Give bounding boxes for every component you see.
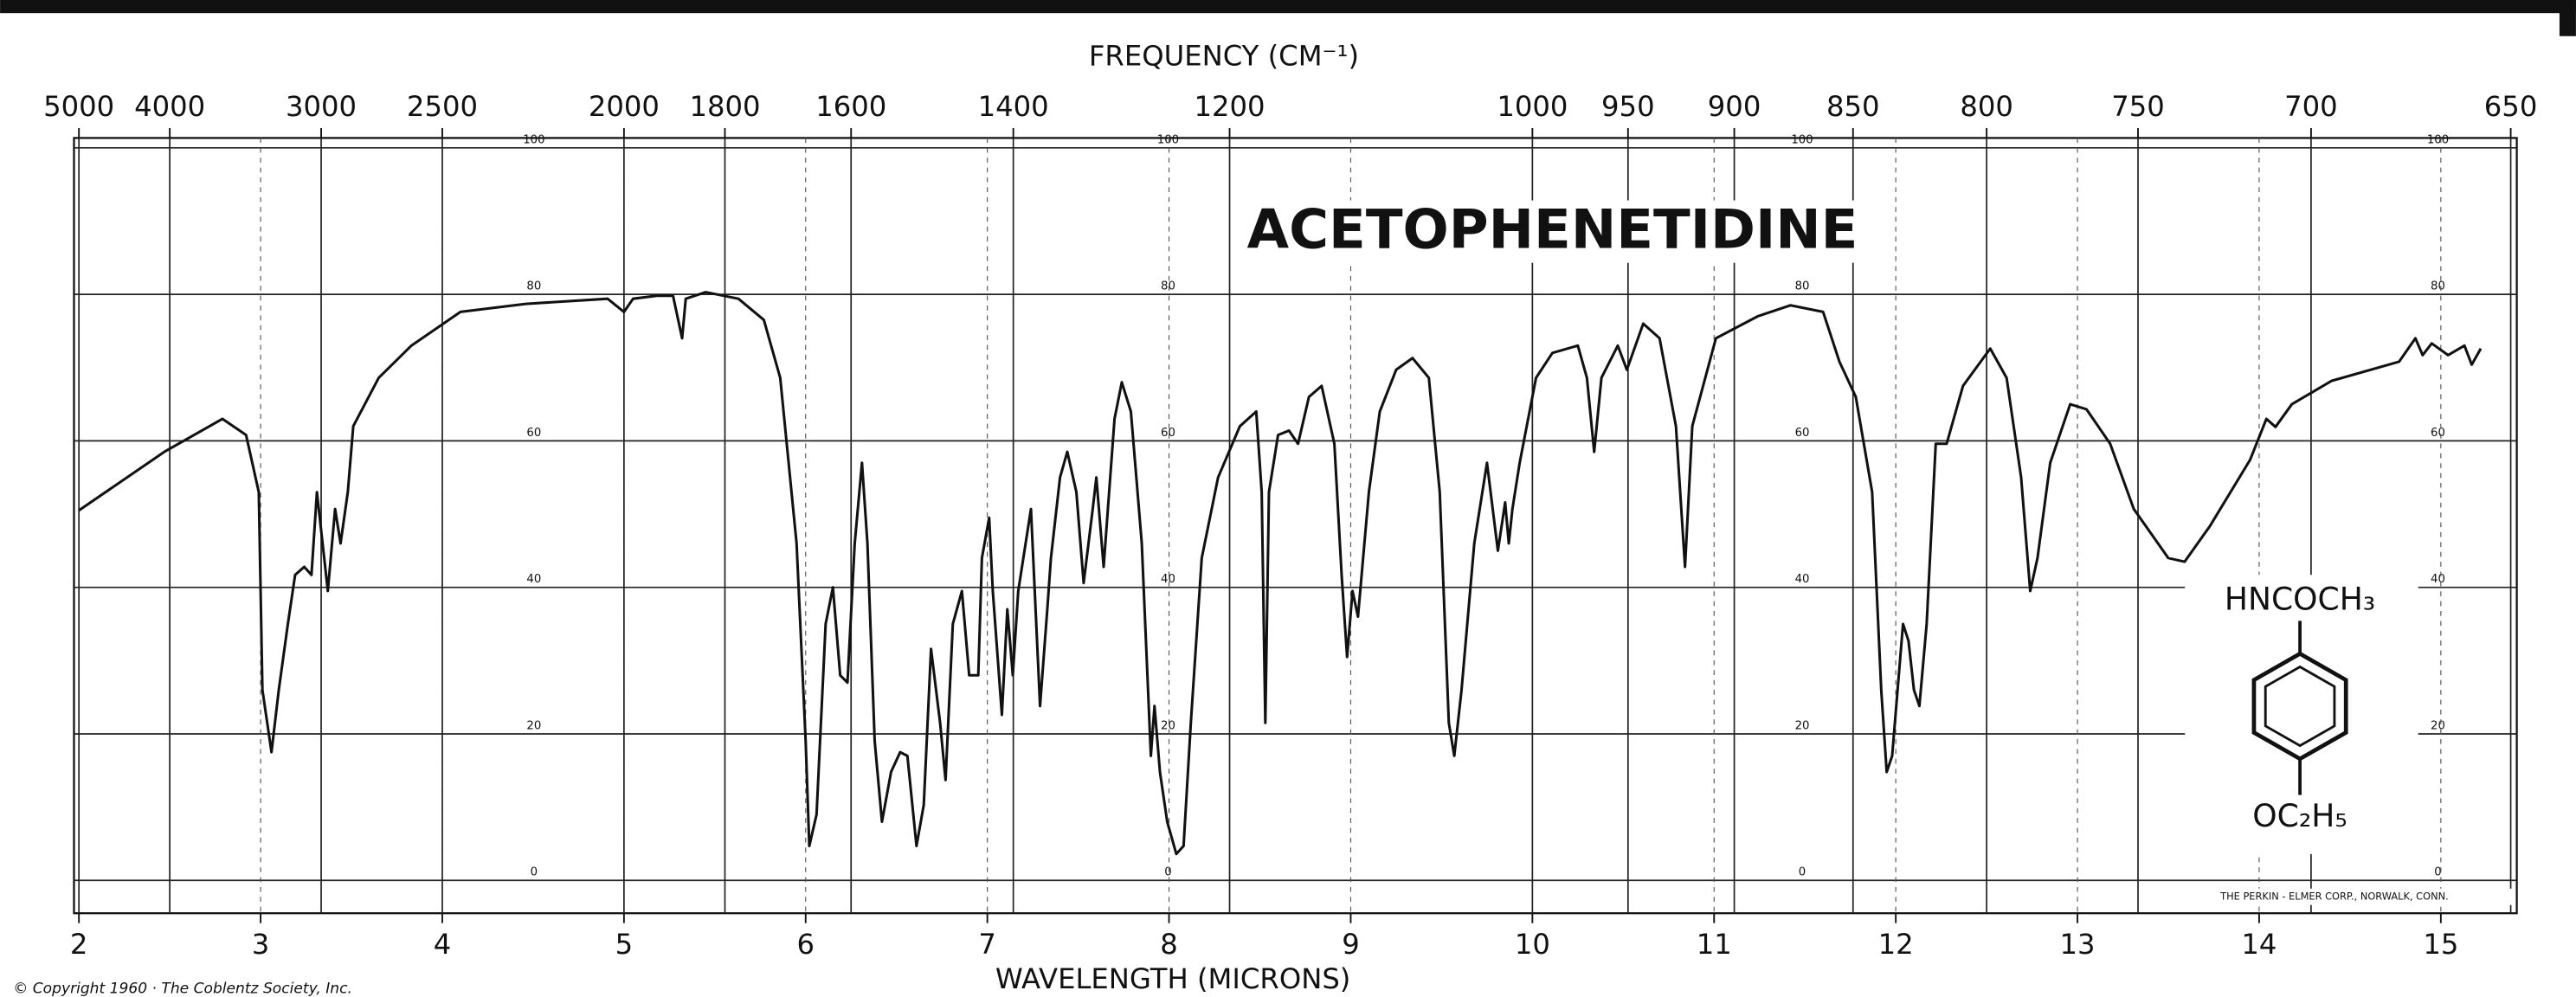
x-tick-label: 11 [1697, 928, 1732, 961]
y-tick-label: 20 [526, 719, 541, 732]
y-tick-label: 20 [2431, 719, 2445, 732]
x-tick-label: 14 [2241, 928, 2277, 961]
x-tick-label: 10 [1515, 928, 1550, 961]
y-tick-label: 20 [1161, 719, 1175, 732]
x2-tick-label: 3000 [286, 90, 357, 123]
x2-tick-label: 1000 [1497, 90, 1568, 123]
spectrum-line [78, 291, 2483, 856]
y-tick-label: 60 [526, 427, 541, 440]
x2-tick-label: 1200 [1194, 90, 1265, 123]
copyright: © Copyright 1960 · The Coblentz Society,… [13, 981, 352, 997]
y-tick-label: 0 [531, 866, 538, 879]
x2-tick-label: 900 [1708, 90, 1761, 123]
y-tick-label: 0 [1799, 866, 1806, 879]
credit: THE PERKIN - ELMER CORP., NORWALK, CONN. [2219, 891, 2449, 903]
x-tick-label: 12 [1878, 928, 1914, 961]
y-tick-label: 40 [2431, 573, 2445, 586]
x-tick-label: 4 [434, 928, 452, 961]
x-tick-label: 3 [252, 928, 270, 961]
y-tick-label: 80 [1795, 280, 1810, 293]
y-tick-label: 80 [2431, 280, 2445, 293]
x2-tick-label: 1800 [689, 90, 760, 123]
y-tick-label: 40 [1795, 573, 1810, 586]
x-tick-label: 9 [1342, 928, 1360, 961]
x-axis-title: WAVELENGTH (MICRONS) [995, 962, 1350, 995]
x2-tick-label: 2000 [589, 90, 660, 123]
x2-tick-label: 2500 [407, 90, 478, 123]
y-tick-label: 60 [1795, 427, 1810, 440]
structure-top: HNCOCH₃ [2225, 582, 2375, 618]
x2-tick-label: 1600 [815, 90, 886, 123]
plot-frame [73, 137, 2518, 915]
y-tick-label: 60 [2431, 427, 2445, 440]
y-tick-label: 0 [1164, 866, 1171, 879]
benzene-inner [2264, 665, 2336, 748]
x-tick-label: 5 [615, 928, 634, 961]
x2-tick-label: 650 [2484, 90, 2538, 123]
x-tick-label: 13 [2060, 928, 2096, 961]
right-border [2559, 0, 2576, 36]
y-tick-label: 80 [1161, 280, 1175, 293]
credit-box [2155, 888, 2514, 905]
y-tick-label: 100 [523, 133, 544, 146]
y-tick-label: 100 [1791, 133, 1813, 146]
x-tick-label: 2 [70, 928, 88, 961]
x-tick-label: 15 [2423, 928, 2458, 961]
x2-tick-label: 5000 [43, 90, 114, 123]
title-box [1265, 200, 1857, 263]
x-tick-label: 6 [797, 928, 815, 961]
y-tick-label: 100 [1157, 133, 1179, 146]
y-tick-label: 40 [1161, 573, 1175, 586]
y-tick-label: 20 [1795, 719, 1810, 732]
y-tick-label: 60 [1161, 427, 1175, 440]
y-tick-label: 40 [526, 573, 541, 586]
x2-axis-title: FREQUENCY (CM⁻¹) [1089, 39, 1359, 72]
x2-tick-label: 750 [2111, 90, 2165, 123]
x-tick-label: 7 [978, 928, 996, 961]
x2-tick-label: 1400 [978, 90, 1049, 123]
x2-tick-label: 800 [1960, 90, 2013, 123]
y-tick-label: 80 [526, 280, 541, 293]
y-tick-label: 100 [2427, 133, 2449, 146]
x2-tick-label: 4000 [134, 90, 205, 123]
x2-tick-label: 950 [1601, 90, 1655, 123]
x-tick-label: 8 [1160, 928, 1178, 961]
y-tick-label: 0 [2434, 866, 2441, 879]
chart-title: ACETOPHENETIDINE [1247, 198, 1858, 261]
structure-bottom: OC₂H₅ [2252, 798, 2347, 834]
plot [78, 291, 2483, 856]
top-border [0, 0, 2576, 14]
x2-tick-label: 850 [1826, 90, 1880, 123]
x2-tick-label: 700 [2284, 90, 2338, 123]
